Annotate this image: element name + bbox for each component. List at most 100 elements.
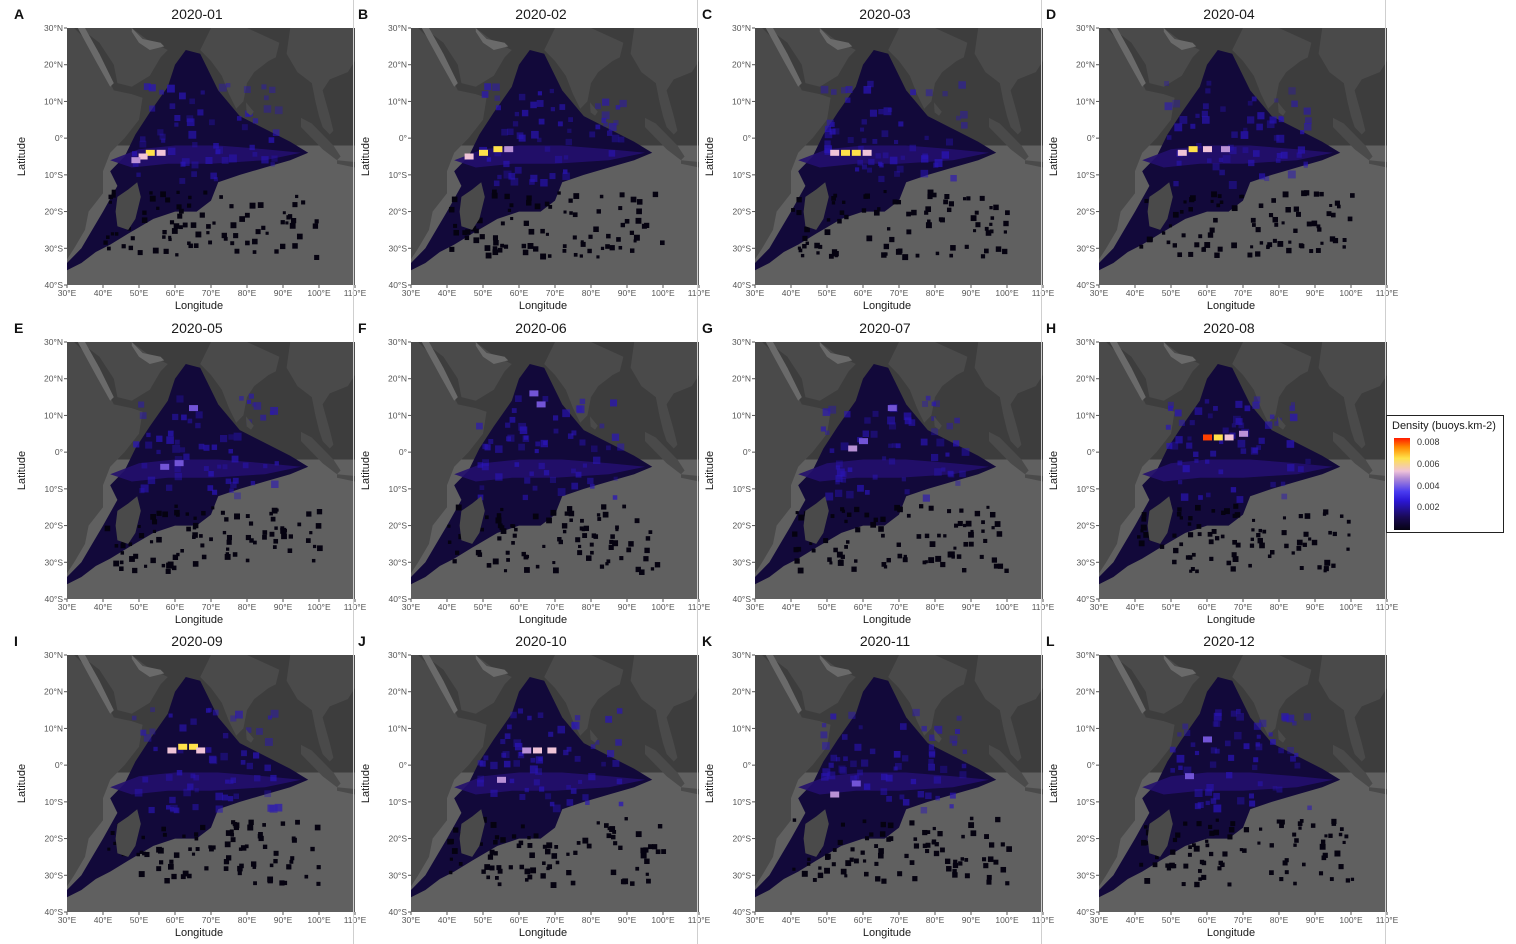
buoy-pixel	[626, 547, 632, 553]
buoy-pixel-mid	[481, 91, 489, 98]
density-hotspot	[1221, 146, 1230, 153]
buoy-pixel-mid	[864, 489, 870, 495]
buoy-pixel	[964, 858, 969, 862]
buoy-pixel	[807, 857, 811, 862]
buoy-pixel-mid	[267, 804, 275, 812]
buoy-pixel-mid	[1258, 173, 1266, 180]
buoy-pixel-mid	[1166, 135, 1172, 140]
buoy-pixel	[1217, 194, 1222, 199]
buoy-pixel	[1198, 234, 1203, 239]
x-tick-label: 90°E	[618, 915, 637, 925]
persian-gulf	[819, 28, 853, 50]
buoy-pixel-mid	[1280, 151, 1288, 159]
buoy-pixel-mid	[519, 426, 528, 435]
buoy-pixel-mid	[220, 752, 228, 761]
buoy-pixel	[496, 513, 502, 518]
buoy-pixel	[484, 864, 491, 870]
madagascar-land	[1147, 809, 1173, 857]
buoy-pixel-mid	[610, 399, 618, 407]
buoy-pixel	[1169, 862, 1175, 869]
buoy-pixel-mid	[925, 89, 933, 97]
buoy-pixel	[1271, 198, 1276, 203]
y-axis-label: Latitude	[704, 764, 716, 803]
buoy-pixel	[160, 191, 166, 198]
southeast-asia-land	[1318, 342, 1387, 449]
buoy-pixel	[1146, 236, 1153, 243]
buoy-pixel-mid	[570, 788, 577, 794]
buoy-pixel	[1291, 551, 1295, 555]
map-svg: 30°E 40°E 50°E 60°E 70°E 80°E 90°E 100°E 110°E30…	[358, 633, 711, 939]
buoy-pixel	[827, 557, 832, 562]
buoy-pixel	[287, 214, 293, 219]
buoy-pixel	[804, 226, 810, 233]
y-tick-label: 40°S	[44, 280, 63, 290]
x-tick-label: 60°E	[854, 915, 873, 925]
southeast-asia-land	[286, 342, 355, 449]
buoy-pixel-mid	[179, 92, 186, 100]
buoy-pixel	[452, 559, 457, 564]
buoy-pixel	[964, 873, 970, 879]
buoy-pixel	[1197, 532, 1202, 537]
buoy-pixel	[289, 859, 294, 864]
buoy-pixel	[507, 208, 512, 212]
buoy-pixel-mid	[252, 118, 259, 124]
buoy-pixel-mid	[521, 109, 529, 117]
x-tick-label: 70°E	[890, 602, 909, 612]
y-tick-label: 20°S	[1076, 207, 1095, 217]
buoy-pixel	[566, 852, 570, 856]
buoy-pixel	[1185, 555, 1191, 560]
buoy-pixel	[1255, 227, 1261, 233]
buoy-pixel	[316, 881, 321, 886]
buoy-pixel	[660, 240, 665, 246]
buoy-pixel	[239, 216, 245, 222]
buoy-pixel	[615, 525, 619, 530]
buoy-pixel	[1242, 848, 1247, 853]
buoy-pixel	[1282, 860, 1288, 866]
buoy-pixel	[493, 840, 498, 845]
buoy-pixel	[609, 539, 614, 545]
buoy-pixel	[1276, 819, 1281, 824]
buoy-pixel-mid	[571, 430, 577, 436]
buoy-pixel	[248, 819, 254, 825]
buoy-pixel	[1194, 881, 1200, 888]
density-hotspot	[522, 747, 532, 754]
legend-title: Density (buoys.km-2)	[1392, 420, 1496, 432]
buoy-pixel	[818, 244, 823, 249]
x-tick-label: 30°E	[1090, 915, 1109, 925]
buoy-pixel	[557, 537, 562, 542]
buoy-pixel-mid	[854, 774, 860, 780]
buoy-pixel-mid	[143, 83, 151, 91]
buoy-pixel-mid	[1291, 100, 1298, 108]
sumatra-land	[1333, 431, 1373, 475]
x-tick-label: 70°E	[546, 915, 565, 925]
buoy-pixel	[897, 871, 903, 877]
buoy-pixel	[165, 568, 171, 574]
southeast-asia-land	[286, 28, 355, 135]
y-tick-label: 10°S	[1076, 797, 1095, 807]
map-panel-2020-07: 30°E 40°E 50°E 60°E 70°E 80°E 90°E 100°E 110°E 30…	[698, 314, 1055, 627]
y-tick-label: 0°	[55, 133, 63, 143]
buoy-pixel-mid	[1257, 112, 1265, 120]
buoy-pixel-mid	[222, 733, 229, 739]
buoy-pixel	[968, 531, 974, 538]
southeast-asia-land	[974, 28, 1043, 135]
buoy-pixel	[589, 542, 594, 547]
buoy-pixel	[796, 210, 802, 216]
buoy-pixel-mid	[925, 792, 932, 800]
buoy-pixel	[613, 841, 618, 846]
buoy-pixel	[546, 517, 552, 524]
buoy-pixel-mid	[1289, 413, 1298, 422]
buoy-pixel-mid	[537, 712, 544, 719]
buoy-pixel	[252, 250, 257, 254]
buoy-pixel	[970, 215, 977, 222]
buoy-pixel	[188, 243, 193, 249]
buoy-pixel	[283, 528, 287, 533]
buoy-pixel	[612, 540, 619, 547]
x-tick-label: 110°E	[1032, 915, 1055, 925]
buoy-pixel	[593, 226, 599, 233]
buoy-pixel-mid	[244, 110, 252, 118]
buoy-pixel	[954, 523, 959, 528]
buoy-pixel	[906, 513, 911, 518]
buoy-pixel	[1279, 819, 1285, 825]
buoy-pixel	[1183, 821, 1188, 826]
